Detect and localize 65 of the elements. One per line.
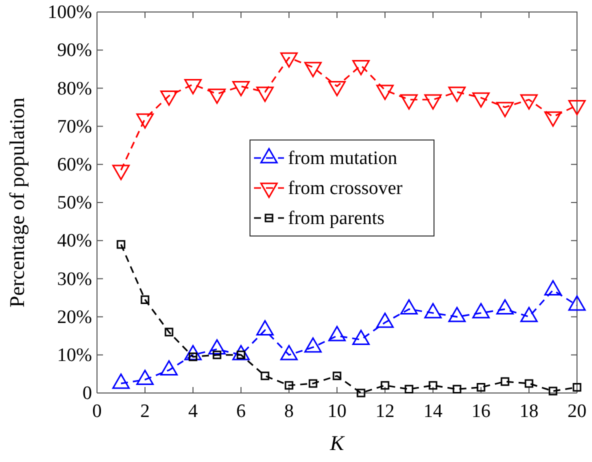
point: [520, 94, 538, 110]
y-tick-label: 90%: [57, 40, 92, 62]
x-tick-label: 2: [140, 400, 150, 422]
y-tick-label: 30%: [57, 268, 92, 290]
x-tick-label: 16: [472, 400, 490, 422]
point: [524, 379, 534, 388]
x-tick-label: 4: [188, 400, 198, 422]
point: [208, 88, 226, 104]
x-axis-title: K: [328, 431, 345, 455]
y-tick-label: 50%: [57, 192, 92, 214]
legend-label: from parents: [288, 208, 385, 229]
y-tick-label: 70%: [57, 116, 92, 138]
point: [376, 84, 394, 100]
point: [112, 164, 130, 180]
y-axis-title: Percentage of population: [5, 97, 29, 308]
x-tick-label: 6: [236, 400, 246, 422]
point: [476, 383, 486, 392]
point: [304, 62, 322, 78]
x-tick-label: 18: [520, 400, 538, 422]
point: [380, 381, 390, 390]
point: [544, 111, 562, 127]
point: [160, 90, 178, 106]
point: [548, 386, 558, 396]
y-tick-label: 100%: [48, 2, 92, 24]
point: [260, 372, 270, 380]
point: [284, 381, 294, 390]
point: [452, 384, 462, 394]
point: [496, 102, 514, 118]
point: [572, 383, 582, 392]
point: [188, 352, 198, 362]
point: [352, 60, 370, 76]
point: [332, 372, 342, 380]
point: [136, 113, 154, 129]
y-tick-label: 10%: [57, 344, 92, 366]
point: [164, 328, 174, 336]
point: [232, 80, 250, 96]
legend-label: from mutation: [288, 148, 398, 169]
point: [256, 86, 274, 102]
point: [308, 379, 318, 388]
point: [500, 377, 510, 386]
point: [424, 94, 442, 110]
point: [140, 295, 150, 304]
point: [400, 94, 418, 110]
y-tick-label: 0: [82, 383, 92, 404]
x-tick-label: 20: [568, 400, 586, 422]
point: [428, 381, 438, 390]
point: [212, 350, 222, 360]
x-tick-label: 8: [284, 400, 294, 422]
y-tick-label: 40%: [57, 230, 92, 252]
legend-label: from crossover: [288, 178, 404, 199]
point: [280, 52, 298, 68]
x-tick-label: 12: [376, 400, 394, 422]
point: [568, 100, 586, 116]
y-tick-label: 60%: [57, 154, 92, 176]
point: [116, 240, 126, 249]
y-tick-label: 20%: [57, 306, 92, 328]
point: [356, 388, 366, 398]
y-tick-label: 80%: [57, 78, 92, 100]
point: [472, 92, 490, 108]
x-tick-label: 10: [328, 400, 346, 422]
point: [328, 80, 346, 96]
point: [404, 384, 414, 394]
point: [448, 86, 466, 102]
point: [184, 79, 202, 94]
x-tick-label: 14: [424, 400, 443, 422]
